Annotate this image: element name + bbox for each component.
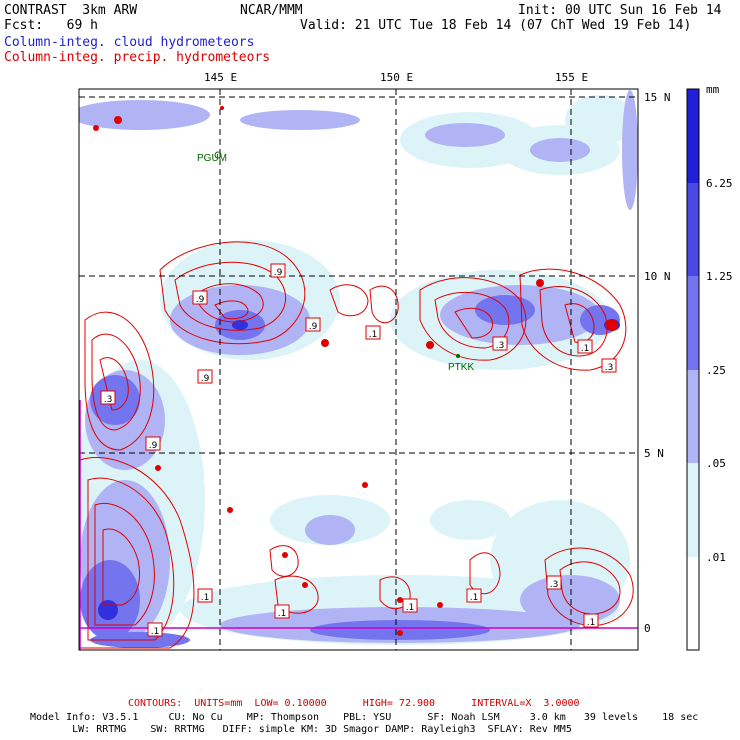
- station-ptkk: PTKK: [448, 362, 474, 373]
- contour-label-box: [402, 598, 418, 613]
- contour-label-box: [466, 588, 482, 603]
- colorbar-segment: [687, 89, 699, 183]
- lat-label: 5 N: [644, 447, 664, 460]
- contour-label-box: [192, 290, 208, 305]
- contour-label-box: [270, 263, 286, 278]
- contour-label: .1: [587, 618, 596, 628]
- station-ptkk-marker: [456, 354, 460, 358]
- contour-label-box: [577, 339, 593, 354]
- precip-contours: [79, 241, 634, 649]
- colorbar-level: 6.25: [706, 177, 733, 190]
- lon-label: 145 E: [204, 71, 237, 84]
- contour-label-box: [601, 358, 617, 373]
- contour-label-box: [274, 604, 290, 619]
- contour-label-box: [492, 336, 508, 351]
- contour-label-box: [305, 317, 321, 332]
- contour-label: .1: [201, 593, 210, 603]
- station-markers: PGUM PTKK: [197, 151, 474, 373]
- model-info-2: LW: RRTMG SW: RRTMG DIFF: simple KM: 3D …: [30, 724, 572, 735]
- colorbar-segment: [687, 557, 699, 650]
- contour-label: .1: [278, 609, 287, 619]
- contour-label: .9: [201, 374, 210, 384]
- contour-label-box: [583, 613, 599, 628]
- station-pgum: PGUM: [197, 153, 227, 164]
- lat-label: 10 N: [644, 270, 671, 283]
- lon-label: 155 E: [555, 71, 588, 84]
- contour-label: .1: [406, 603, 415, 613]
- contour-label-box: [197, 588, 213, 603]
- contour-label-box: [546, 575, 562, 590]
- init-time: Init: 00 UTC Sun 16 Feb 14: [518, 3, 722, 18]
- cloud-field: [79, 89, 638, 650]
- colorbar-segment: [687, 370, 699, 463]
- colorbar-level: .01: [706, 551, 726, 564]
- map-frame: [78, 88, 639, 651]
- contour-label-box: [100, 390, 116, 405]
- contour-label: .9: [196, 295, 205, 305]
- lon-label: 150 E: [380, 71, 413, 84]
- contour-label: .1: [151, 627, 160, 637]
- forecast-hour: Fcst: 69 h: [4, 18, 98, 33]
- org-label: NCAR/MMM: [240, 3, 303, 18]
- colorbar-segment: [687, 276, 699, 370]
- colorbar-segment: [687, 183, 699, 276]
- contour-label: .9: [309, 322, 318, 332]
- axis-labels: 145 E 150 E 155 E 15 N 10 N 5 N 0: [204, 71, 671, 635]
- contour-label-box: [145, 436, 161, 451]
- contour-label: .1: [369, 330, 378, 340]
- contour-label: .9: [274, 268, 283, 278]
- lat-lon-grid: [79, 89, 638, 650]
- model-info-1: Model Info: V3.5.1 CU: No Cu MP: Thompso…: [30, 712, 699, 723]
- contour-label-box: [365, 325, 381, 340]
- colorbar-segment: [687, 463, 699, 557]
- colorbar-frame: [686, 88, 700, 651]
- contour-label: .1: [470, 593, 479, 603]
- contour-label: .3: [496, 341, 505, 351]
- lat-label: 15 N: [644, 91, 671, 104]
- precip-cores: [93, 106, 618, 636]
- colorbar-level: .05: [706, 457, 726, 470]
- station-pgum-marker: [214, 151, 222, 159]
- contours-info: CONTOURS: UNITS=mm LOW= 0.10000 HIGH= 72…: [128, 698, 580, 709]
- contour-label: .3: [550, 580, 559, 590]
- field-precip-label: Column-integ. precip. hydrometeors: [4, 50, 271, 65]
- contour-label: .3: [605, 363, 614, 373]
- colorbar-unit: mm: [706, 83, 720, 96]
- contour-label-box: [147, 622, 163, 637]
- contour-label: .3: [104, 395, 113, 405]
- contour-label-box: [197, 369, 213, 384]
- model-title: CONTRAST 3km ARW: [4, 3, 138, 18]
- contour-label: .1: [581, 344, 590, 354]
- colorbar-level: .25: [706, 364, 726, 377]
- valid-time: Valid: 21 UTC Tue 18 Feb 14 (07 ChT Wed …: [300, 18, 692, 33]
- field-cloud-label: Column-integ. cloud hydrometeors: [4, 35, 255, 50]
- lat-label: 0: [644, 622, 651, 635]
- colorbar: mm 6.25 1.25 .25 .05 .01: [686, 83, 733, 651]
- contour-labels: .9 .9 .9 .9 .9 .1 .3 .1 .3 .1 .1 .1 .3 .1 .3 .1 .1: [100, 263, 617, 637]
- contour-label: .9: [149, 441, 158, 451]
- colorbar-level: 1.25: [706, 270, 733, 283]
